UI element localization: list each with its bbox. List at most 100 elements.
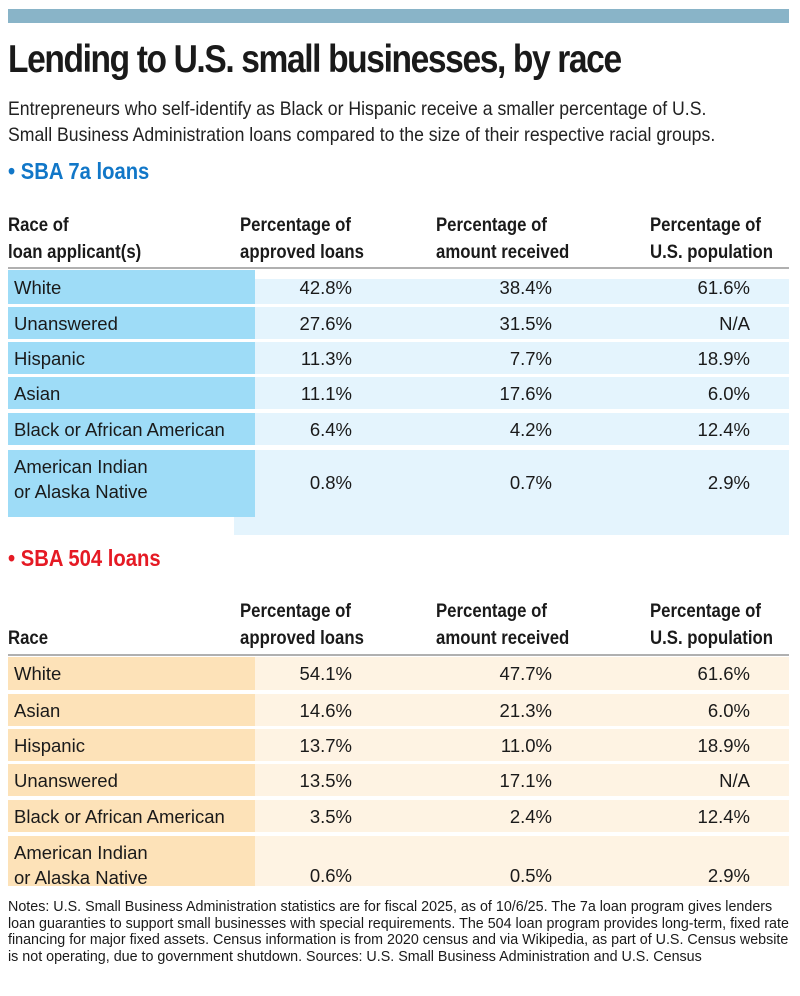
sba504-column-header: Percentage of U.S. population: [650, 598, 773, 652]
subtitle-line-2: Small Business Administration loans comp…: [8, 124, 716, 146]
sba504-table-row: American Indian or Alaska Native 0.6% 0.5% 2…: [8, 836, 789, 888]
race-cell: [8, 836, 255, 886]
sba7a-table-row: White 42.8% 38.4% 61.6%: [8, 270, 789, 304]
race-label: American Indian or Alaska Native: [14, 840, 148, 890]
sba7a-table-row: Unanswered 27.6% 31.5% N/A: [8, 307, 789, 339]
approved-loans-value: 14.6%: [299, 699, 352, 721]
sba7a-column-header: Race of loan applicant(s): [8, 212, 141, 266]
sba7a-column-header: Percentage of amount received: [436, 212, 569, 266]
data-cells: [255, 342, 789, 374]
top-accent-bar: [8, 9, 789, 23]
approved-loans-value: 6.4%: [309, 418, 352, 440]
amount-received-value: 38.4%: [499, 276, 552, 298]
race-cell: [8, 657, 255, 690]
us-population-value: 2.9%: [707, 865, 750, 886]
race-label-line-1: Unanswered: [14, 312, 118, 334]
race-label-line-2: or Alaska Native: [14, 481, 148, 502]
sba7a-heading: • SBA 7a loans: [8, 158, 150, 184]
race-label: American Indian or Alaska Native: [14, 454, 148, 504]
race-label: White: [14, 275, 61, 300]
race-label-line-1: Hispanic: [14, 734, 85, 756]
sba504-column-header: Percentage of approved loans: [240, 598, 364, 652]
column-header-line-2: U.S. population: [650, 241, 773, 263]
sba504-table-row: Unanswered 13.5% 17.1% N/A: [8, 764, 789, 796]
sba504-table: Race Percentage of approved loans Percentag…: [8, 598, 789, 890]
race-label: Asian: [14, 698, 60, 723]
us-population-value: 6.0%: [707, 699, 750, 721]
data-cells: [255, 836, 789, 886]
approved-loans-value: 11.3%: [300, 347, 352, 369]
race-label-line-1: American Indian: [14, 456, 148, 477]
amount-received-value: 2.4%: [509, 805, 552, 827]
data-cells: [255, 413, 789, 445]
data-cells: [255, 800, 789, 832]
sba7a-column-header: Percentage of U.S. population: [650, 212, 773, 266]
us-population-value: N/A: [719, 769, 750, 791]
sba504-column-header: Percentage of amount received: [436, 598, 569, 652]
race-cell: [8, 342, 255, 374]
race-label-line-1: White: [14, 663, 62, 684]
data-cells: [255, 377, 789, 409]
data-cells: [255, 450, 789, 517]
race-label: Unanswered: [14, 768, 118, 793]
approved-loans-value: 13.5%: [299, 769, 352, 791]
race-label: White: [14, 661, 61, 686]
amount-received-value: 17.6%: [499, 382, 552, 404]
column-header-line-2: approved loans: [240, 241, 364, 263]
column-header-line-2: Race: [8, 627, 49, 649]
amount-received-value: 47.7%: [499, 663, 552, 684]
column-header-line-2: amount received: [436, 627, 570, 649]
column-header-line-1: Percentage of: [650, 600, 761, 622]
column-header-line-1: Race of: [8, 214, 69, 236]
sba7a-table-row: American Indian or Alaska Native 0.8% 0.7% 2…: [8, 450, 789, 517]
us-population-value: 6.0%: [707, 382, 750, 404]
subtitle: Entrepreneurs who self-identify as Black…: [8, 96, 786, 148]
column-header-line-1: Percentage of: [240, 600, 351, 622]
approved-loans-value: 11.1%: [300, 382, 352, 404]
sba504-table-row: Black or African American 3.5% 2.4% 12.4%: [8, 800, 789, 832]
us-population-value: 18.9%: [697, 347, 750, 369]
us-population-value: 12.4%: [697, 805, 750, 827]
sba7a-table-row: Hispanic 11.3% 7.7% 18.9%: [8, 342, 789, 374]
race-label-line-1: Black or African American: [14, 418, 225, 440]
amount-received-value: 11.0%: [500, 734, 552, 756]
race-label: Black or African American: [14, 417, 225, 442]
race-label-line-1: White: [14, 276, 62, 298]
data-cells: [255, 694, 789, 726]
sba504-table-row: White 54.1% 47.7% 61.6%: [8, 657, 789, 690]
page-title: Lending to U.S. small businesses, by rac…: [8, 38, 622, 81]
race-label: Hispanic: [14, 346, 85, 371]
sba7a-table-row: Asian 11.1% 17.6% 6.0%: [8, 377, 789, 409]
amount-received-value: 4.2%: [509, 418, 552, 440]
race-label-line-1: Asian: [14, 699, 61, 721]
us-population-value: 2.9%: [707, 472, 750, 493]
data-cells: [255, 657, 789, 690]
us-population-value: N/A: [719, 312, 750, 334]
sba7a-table: Race of loan applicant(s) Percentage of app…: [8, 212, 789, 537]
approved-loans-value: 3.5%: [309, 805, 352, 827]
column-header-line-2: loan applicant(s): [8, 241, 142, 263]
amount-received-value: 21.3%: [499, 699, 552, 721]
data-cells: [255, 307, 789, 339]
column-header-line-1: Percentage of: [436, 214, 547, 236]
approved-loans-value: 42.8%: [299, 276, 352, 298]
race-cell: [8, 729, 255, 761]
us-population-value: 61.6%: [697, 276, 750, 298]
race-cell: [8, 307, 255, 339]
column-header-line-2: amount received: [436, 241, 570, 263]
sba7a-table-row: Black or African American 6.4% 4.2% 12.4%: [8, 413, 789, 445]
column-header-line-1: Percentage of: [650, 214, 761, 236]
amount-received-value: 0.5%: [509, 865, 552, 886]
sba504-heading: • SBA 504 loans: [8, 545, 161, 571]
data-cells: [255, 729, 789, 761]
race-cell: [8, 450, 255, 517]
column-header-line-2: U.S. population: [650, 627, 773, 649]
amount-received-value: 17.1%: [499, 769, 552, 791]
column-header-line-1: Percentage of: [436, 600, 547, 622]
race-label-line-1: Unanswered: [14, 769, 118, 791]
sba7a-header-rule: [8, 267, 789, 269]
amount-received-value: 31.5%: [499, 312, 552, 334]
sba7a-column-header: Percentage of approved loans: [240, 212, 364, 266]
data-cells: [255, 279, 789, 304]
race-cell: [8, 270, 255, 304]
